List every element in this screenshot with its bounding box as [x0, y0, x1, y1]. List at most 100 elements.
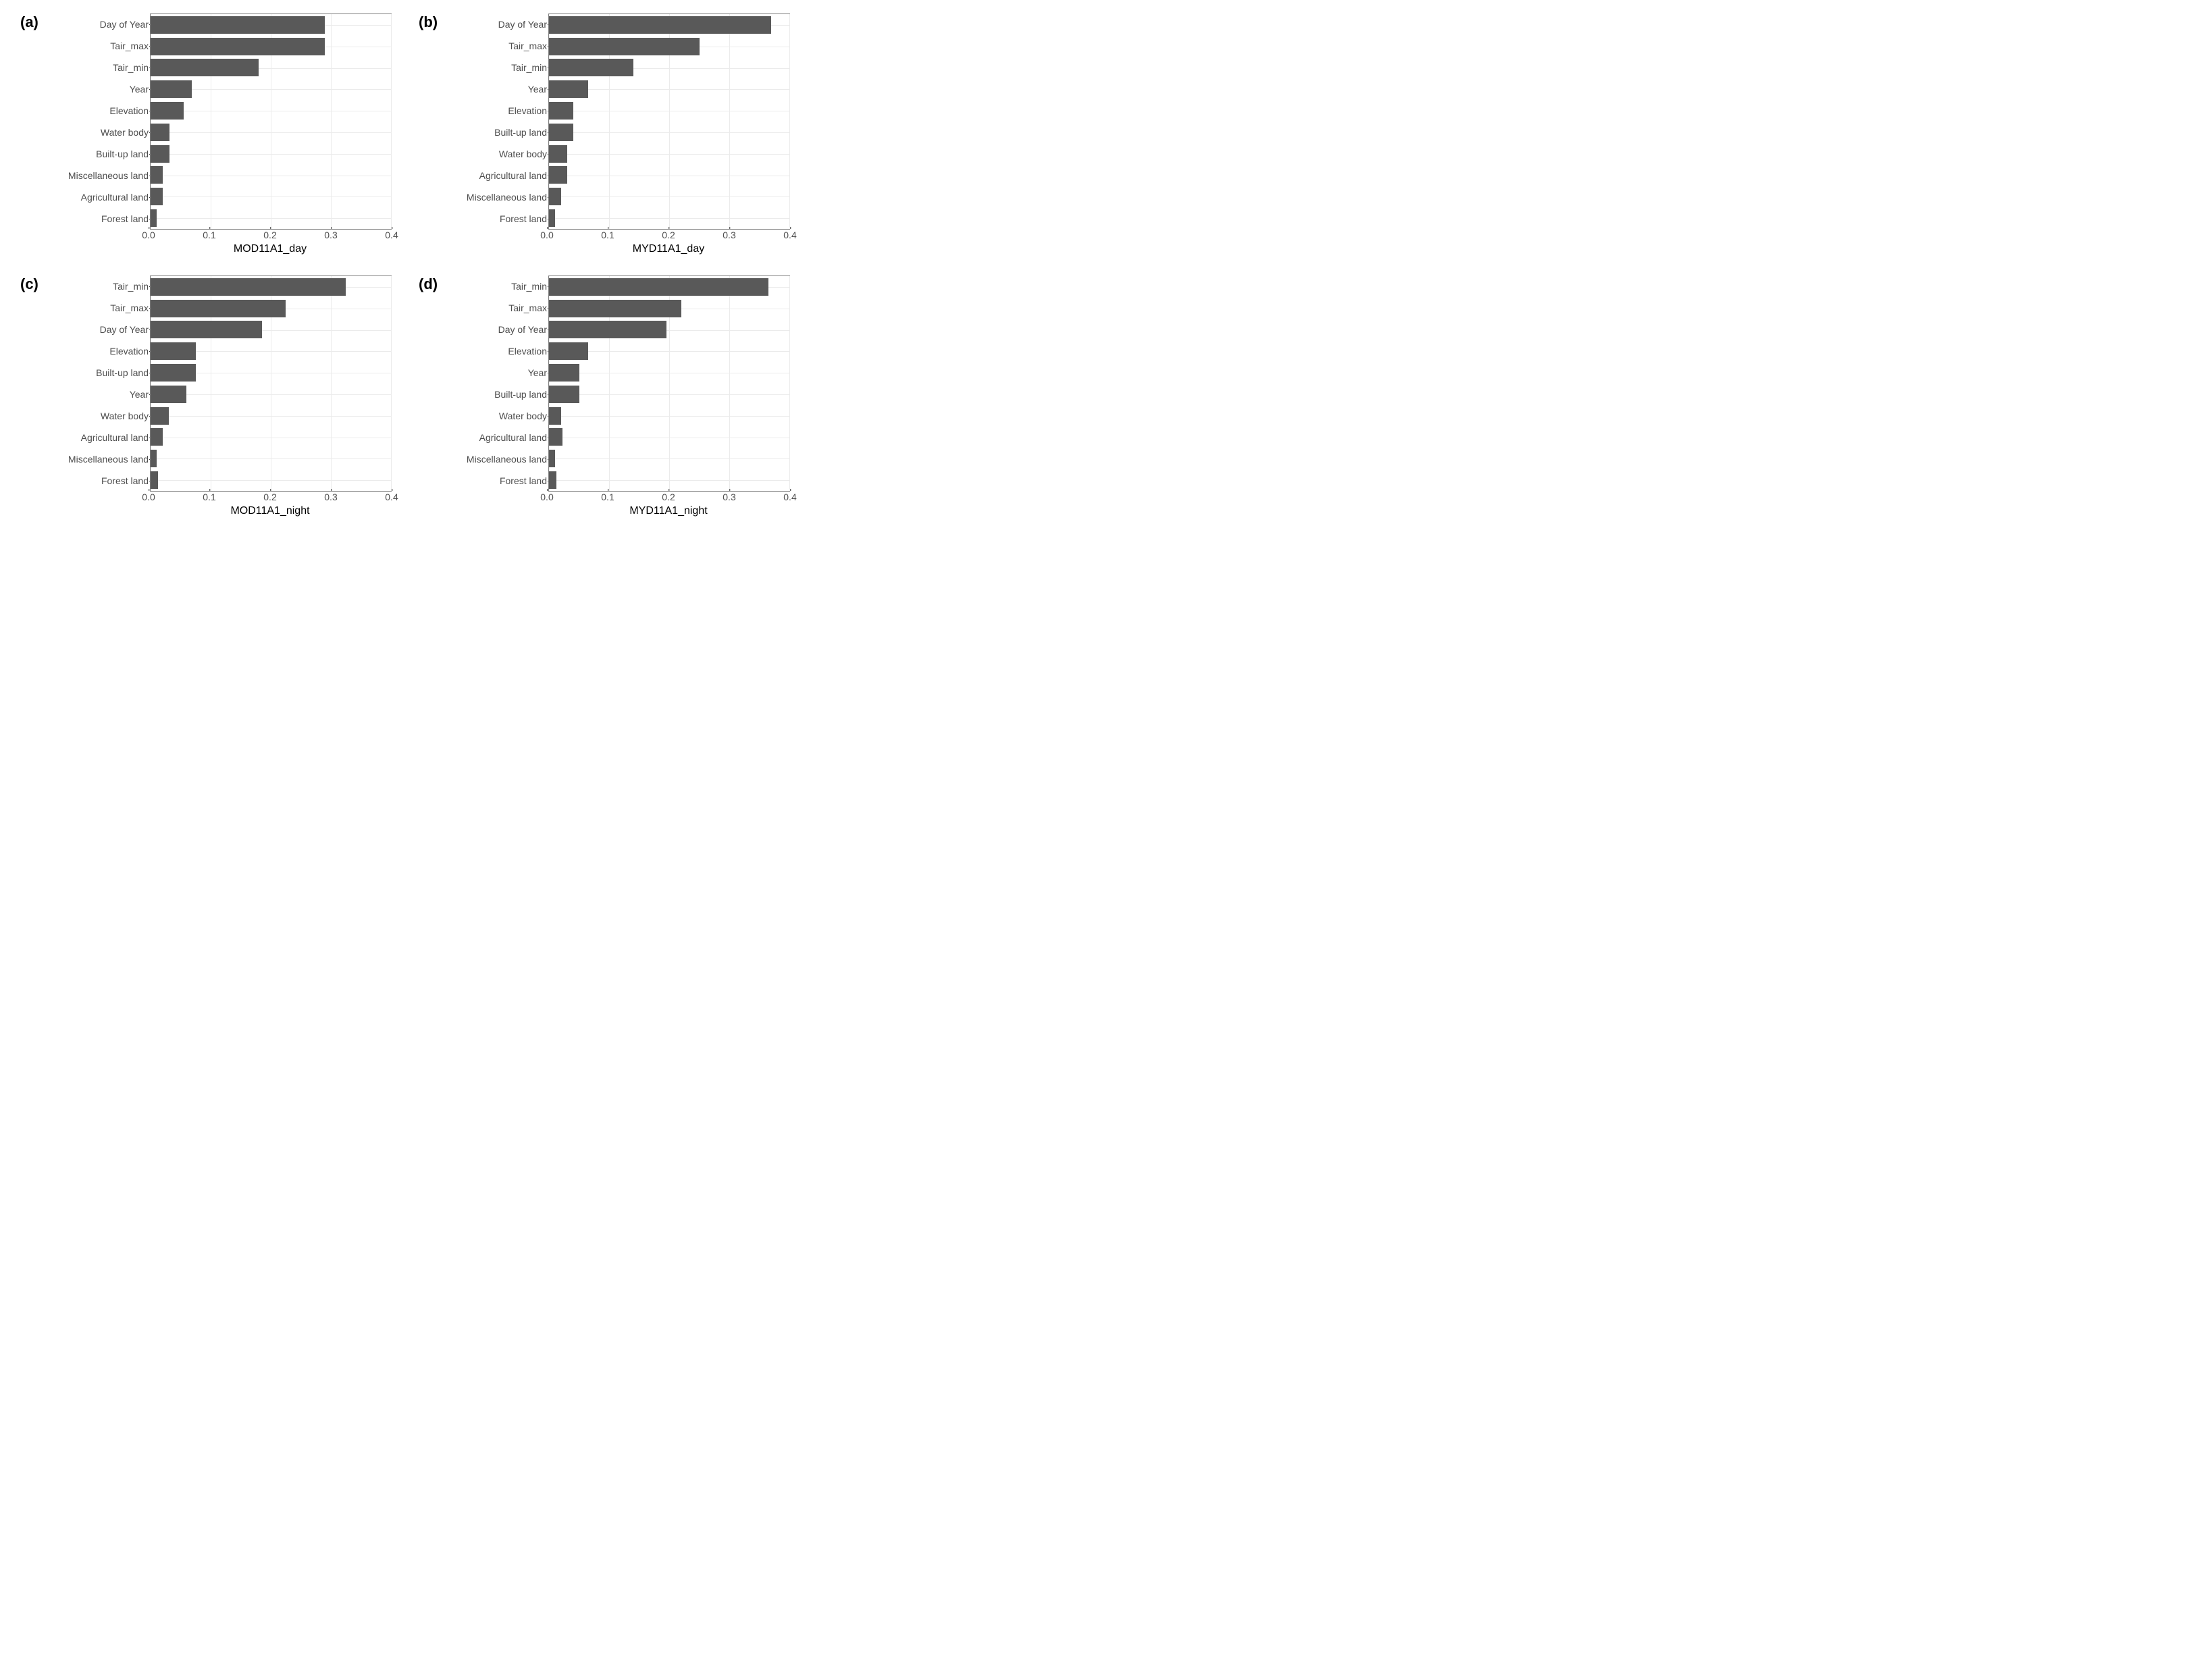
y-tick-label: Miscellaneous land [68, 448, 149, 470]
bar [549, 145, 567, 163]
y-tick-label: Water body [101, 122, 149, 143]
y-axis-labels: Day of YearTair_maxTair_minYearElevation… [54, 14, 150, 230]
bar-slot [549, 207, 789, 229]
x-tick-label: 0.3 [723, 230, 735, 240]
plot-wrap: Tair_minTair_maxDay of YearElevationYear… [452, 275, 790, 517]
y-tick-label: Year [528, 78, 547, 100]
y-tick-label: Day of Year [498, 14, 547, 35]
plot-area [150, 275, 392, 492]
bar-slot [151, 362, 391, 384]
bar-slot [549, 186, 789, 207]
bar [549, 450, 555, 467]
bar [151, 166, 163, 184]
x-tick-label: 0.4 [385, 492, 398, 502]
gridline-vertical [789, 14, 790, 229]
y-tick-label: Elevation [109, 340, 149, 362]
y-tick-label: Tair_min [511, 275, 547, 297]
bar [549, 38, 700, 55]
bar-slot [549, 78, 789, 100]
bar-slot [151, 186, 391, 207]
x-tick-label: 0.4 [385, 230, 398, 240]
bar [549, 364, 579, 382]
x-tick-label: 0.2 [662, 230, 675, 240]
figure-grid: (a)Day of YearTair_maxTair_minYearElevat… [0, 0, 810, 537]
x-tick-label: 0.2 [263, 230, 276, 240]
bar-slot [151, 143, 391, 165]
bar [549, 16, 771, 34]
bars-container [549, 14, 789, 229]
x-axis-label: MYD11A1_night [547, 505, 790, 517]
bar-slot [549, 384, 789, 405]
y-tick-label: Year [528, 362, 547, 384]
bar-slot [549, 143, 789, 165]
plot-body: Tair_minTair_maxDay of YearElevationBuil… [54, 275, 392, 492]
bar-slot [549, 165, 789, 186]
bar-slot [549, 340, 789, 362]
y-tick-label: Day of Year [498, 319, 547, 340]
y-axis-labels: Tair_minTair_maxDay of YearElevationBuil… [54, 275, 150, 492]
y-tick-label: Water body [499, 143, 547, 165]
y-tick-label: Water body [499, 405, 547, 427]
bar-slot [549, 122, 789, 143]
plot-wrap: Day of YearTair_maxTair_minYearElevation… [54, 14, 392, 255]
x-tick-label: 0.1 [601, 492, 614, 502]
bar [151, 209, 157, 227]
bar [549, 321, 666, 338]
bar [549, 428, 562, 446]
bar [151, 471, 158, 489]
y-tick-label: Forest land [500, 470, 547, 492]
bar [549, 386, 579, 403]
x-axis: 0.00.10.20.30.4 [149, 492, 392, 504]
bar-slot [151, 298, 391, 319]
y-tick-label: Agricultural land [479, 427, 547, 448]
bars-container [151, 14, 391, 229]
bars-container [151, 276, 391, 491]
y-tick-label: Forest land [101, 208, 149, 230]
panel-a: (a)Day of YearTair_maxTair_minYearElevat… [20, 14, 392, 255]
bar [151, 16, 325, 34]
bar [549, 188, 561, 205]
y-tick-label: Tair_min [113, 57, 149, 78]
bar-slot [151, 122, 391, 143]
panel-tag: (d) [419, 275, 438, 293]
bar-slot [151, 427, 391, 448]
y-tick-label: Built-up land [96, 143, 149, 165]
x-ticks: 0.00.10.20.30.4 [547, 492, 790, 504]
bar-slot [151, 78, 391, 100]
bar [151, 450, 157, 467]
x-ticks: 0.00.10.20.30.4 [149, 492, 392, 504]
x-tick-label: 0.3 [324, 230, 337, 240]
x-tick-label: 0.1 [601, 230, 614, 240]
bar-slot [151, 57, 391, 79]
y-tick-label: Agricultural land [479, 165, 547, 186]
bar-slot [549, 448, 789, 469]
y-tick-label: Tair_max [508, 35, 547, 57]
x-tick-label: 0.0 [540, 230, 553, 240]
bar [549, 209, 555, 227]
x-tick-label: 0.1 [203, 230, 215, 240]
bar [549, 342, 588, 360]
y-tick-label: Built-up land [494, 384, 547, 405]
x-tick-label: 0.2 [662, 492, 675, 502]
bar-slot [549, 469, 789, 491]
panel-b: (b)Day of YearTair_maxTair_minYearElevat… [419, 14, 790, 255]
y-tick-label: Water body [101, 405, 149, 427]
bar [151, 278, 346, 296]
bar-slot [549, 57, 789, 79]
bar-slot [151, 448, 391, 469]
gridline-vertical [391, 276, 392, 491]
bar-slot [151, 469, 391, 491]
bar [151, 321, 262, 338]
x-axis: 0.00.10.20.30.4 [547, 492, 790, 504]
x-tick-label: 0.1 [203, 492, 215, 502]
x-tick-label: 0.3 [723, 492, 735, 502]
bar-slot [151, 100, 391, 122]
bar [549, 102, 573, 120]
bar [549, 59, 633, 76]
x-axis-label: MOD11A1_night [149, 505, 392, 517]
bars-container [549, 276, 789, 491]
x-tick-label: 0.3 [324, 492, 337, 502]
bar [549, 300, 681, 317]
plot-body: Day of YearTair_maxTair_minYearElevation… [452, 14, 790, 230]
y-tick-label: Elevation [109, 100, 149, 122]
